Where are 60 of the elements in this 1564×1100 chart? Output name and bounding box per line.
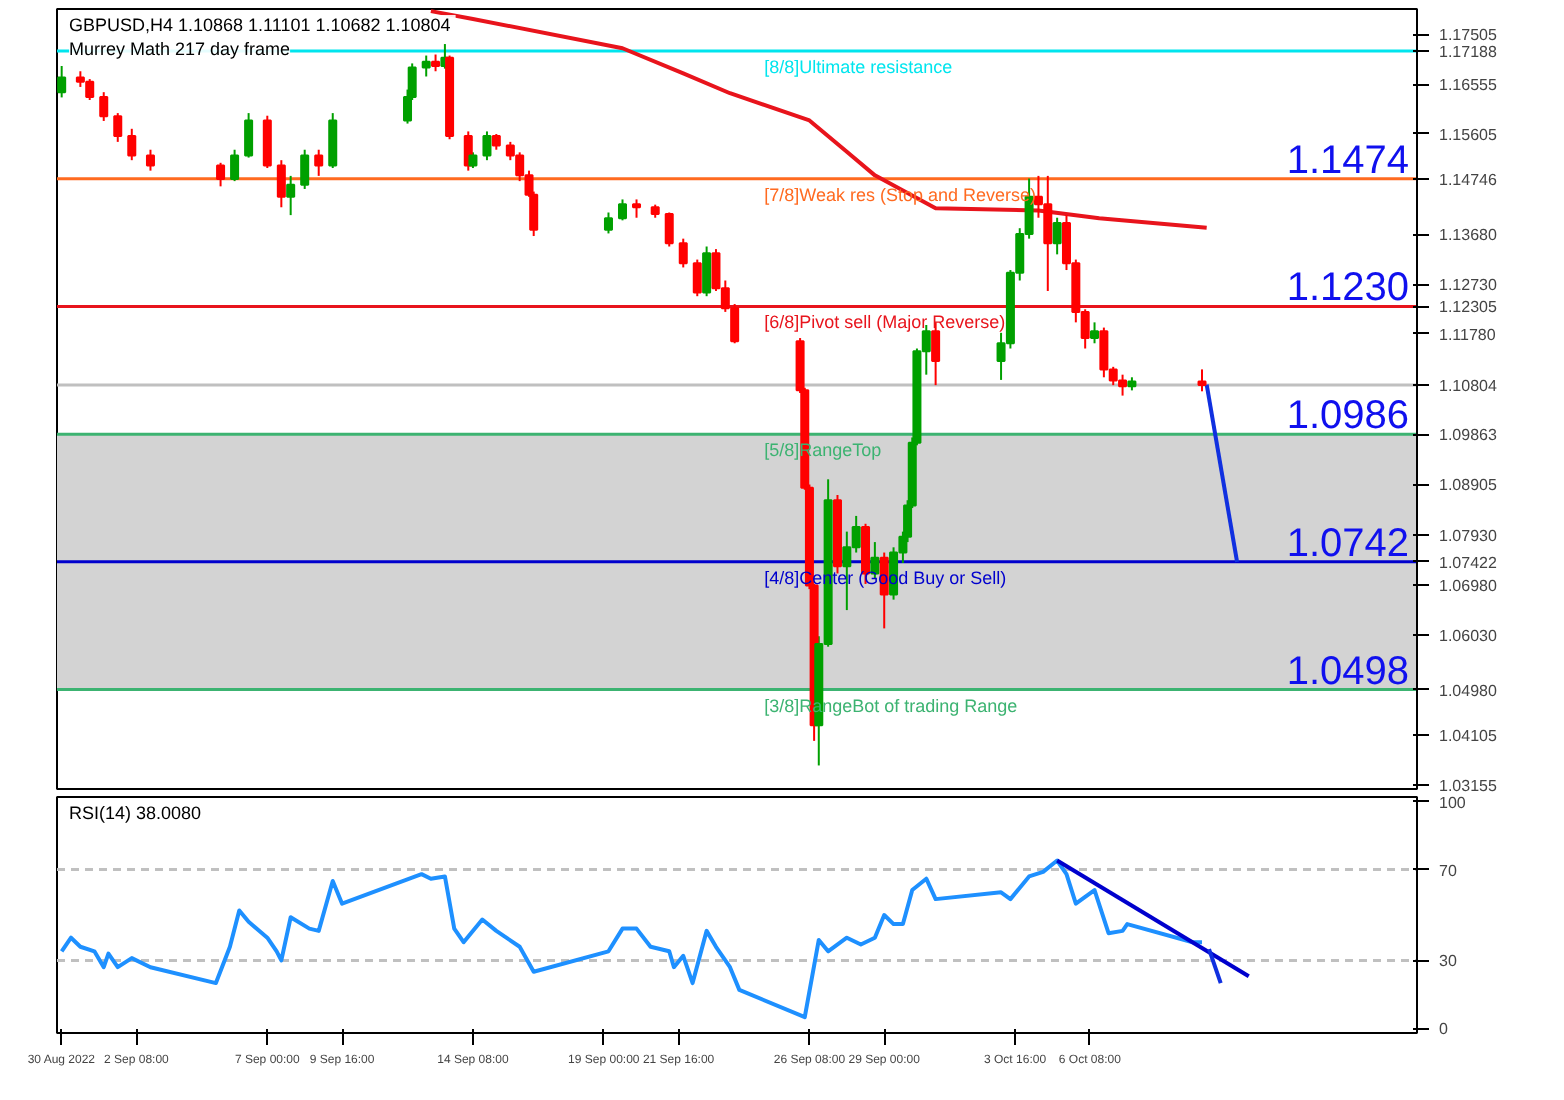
y-tick-label: 1.04980 [1439,681,1498,700]
y-tick-label: 1.10804 [1439,376,1498,395]
y-tick-label: 1.12730 [1439,276,1498,295]
candlestick [421,54,431,78]
candlestick [262,114,272,170]
y-tick-label: 100 [1439,793,1467,812]
y-tick-label: 70 [1439,861,1458,880]
y-tick-label: 1.06980 [1439,576,1498,595]
y-tick-label: 1.11780 [1439,325,1497,344]
y-tick-label: 1.08905 [1439,476,1498,495]
y-tick-label: 0 [1439,1020,1449,1039]
chart-title: GBPUSD,H4 1.10868 1.11101 1.10682 1.10804 [69,15,451,35]
candlestick [1197,368,1207,393]
candlestick [300,148,310,190]
candlestick [57,65,67,99]
candlestick [603,211,613,235]
chart-title: RSI(14) 38.0080 [69,803,202,823]
y-tick-label: 1.16555 [1439,76,1498,95]
candlestick [692,258,702,298]
annotation: 1.0986 [1286,394,1409,439]
candlestick [127,127,137,162]
candlestick [702,245,712,298]
y-tick-label: 1.03155 [1439,777,1498,796]
y-tick-label: 1.14746 [1439,170,1498,189]
candlestick [1090,321,1100,345]
y-tick-label: 1.09863 [1439,426,1498,445]
y-tick-label: 1.13680 [1439,226,1498,245]
y-tick-label: 1.12305 [1439,298,1498,317]
candlestick [113,112,123,143]
candlestick [230,148,240,183]
candlestick [99,91,109,122]
candlestick [145,148,155,172]
candlestick [314,148,324,177]
text: Murrey Math 217 day frame [69,39,291,59]
ref-line-label: [6/8]Pivot sell (Major Reverse) [764,312,1006,333]
line-series [59,858,1205,1020]
candlestick [276,159,286,209]
annotation: 1.0742 [1286,521,1409,566]
y-tick-label: 1.17505 [1439,26,1498,45]
candlestick [664,211,674,248]
y-tick-label: 1.15605 [1439,125,1498,144]
candlestick [632,198,642,219]
candlestick [678,237,688,269]
y-tick-label: 1.07930 [1439,527,1498,546]
annotation: 1.1474 [1286,138,1409,183]
y-tick-label: 1.17188 [1439,42,1498,61]
y-tick-label: 1.07422 [1439,553,1498,572]
y-tick-label: 30 [1439,952,1458,971]
candlestick [1052,216,1062,256]
candlestick [286,174,296,217]
y-tick-label: 1.06030 [1439,626,1498,645]
annotation: 1.1230 [1286,266,1409,311]
candlestick [617,198,627,222]
ref-line-label: [8/8]Ultimate resistance [764,56,953,77]
annotation: 1.0498 [1286,649,1409,694]
candlestick [482,130,492,162]
candlestick [216,161,226,188]
candlestick [244,112,254,159]
candlestick [328,112,338,170]
y-tick-label: 1.04105 [1439,727,1498,746]
